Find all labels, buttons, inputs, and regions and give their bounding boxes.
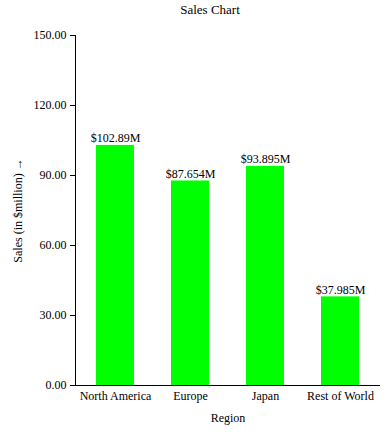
svg-text:60.00: 60.00 [40, 238, 67, 252]
svg-text:30.00: 30.00 [40, 308, 67, 322]
svg-text:90.00: 90.00 [40, 168, 67, 182]
svg-text:Sales (in $million) →: Sales (in $million) → [11, 158, 25, 262]
svg-text:120.00: 120.00 [34, 98, 67, 112]
svg-text:North America: North America [80, 389, 152, 403]
svg-text:$87.654M: $87.654M [166, 167, 216, 181]
svg-text:$93.895M: $93.895M [241, 152, 291, 166]
svg-text:$102.89M: $102.89M [91, 131, 141, 145]
svg-text:0.00: 0.00 [46, 378, 67, 392]
svg-text:Japan: Japan [252, 389, 279, 403]
html-text:Sales Chart: Sales Chart [180, 2, 240, 17]
svg-text:$37.985M: $37.985M [316, 283, 366, 297]
svg-text:150.00: 150.00 [34, 28, 67, 42]
svg-text:Region: Region [211, 411, 246, 425]
svg-text:Rest of World: Rest of World [307, 389, 374, 403]
svg-text:Europe: Europe [173, 389, 208, 403]
